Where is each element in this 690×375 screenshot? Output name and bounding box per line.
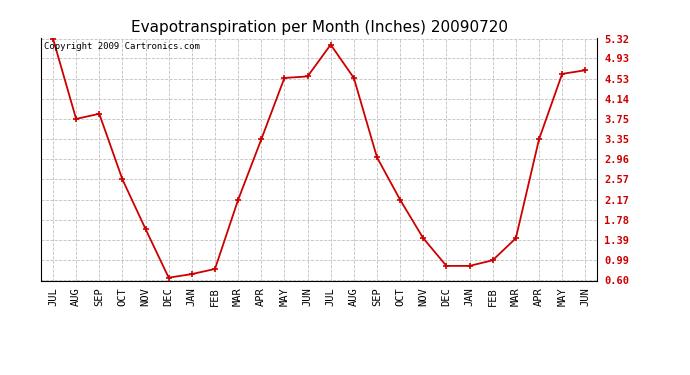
Title: Evapotranspiration per Month (Inches) 20090720: Evapotranspiration per Month (Inches) 20… <box>130 20 508 35</box>
Text: Copyright 2009 Cartronics.com: Copyright 2009 Cartronics.com <box>44 42 200 51</box>
